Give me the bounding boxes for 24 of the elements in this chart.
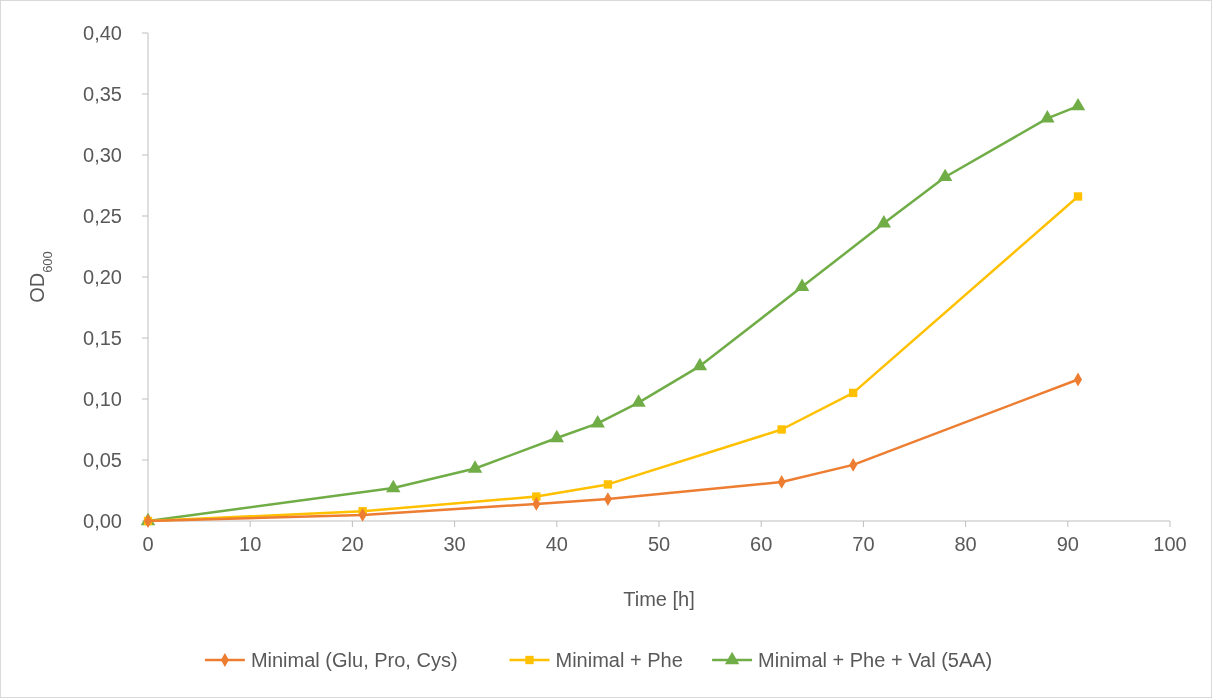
legend-label: Minimal + Phe + Val (5AA) (758, 649, 993, 671)
x-tick-label: 100 (1153, 533, 1187, 555)
x-tick-label: 80 (954, 533, 977, 555)
y-tick-label: 0,05 (83, 449, 122, 471)
y-tick-label: 0,20 (83, 266, 122, 288)
y-tick-label: 0,15 (83, 327, 122, 349)
x-tick-label: 70 (852, 533, 875, 555)
x-tick-label: 0 (142, 533, 154, 555)
x-tick-label: 30 (443, 533, 466, 555)
x-tick-label: 50 (647, 533, 671, 555)
y-tick-label: 0,00 (83, 510, 122, 532)
y-tick-label: 0,35 (83, 83, 122, 105)
x-tick-label: 20 (341, 533, 364, 555)
x-tick-label: 60 (750, 533, 773, 555)
legend-label: Minimal (Glu, Pro, Cys) (250, 649, 458, 671)
x-tick-label: 90 (1056, 533, 1079, 555)
y-tick-label: 0,25 (83, 205, 122, 227)
x-axis-title: Time [h] (623, 588, 695, 610)
y-tick-label: 0,40 (83, 22, 122, 44)
legend-label: Minimal + Phe (555, 649, 683, 671)
x-tick-label: 10 (239, 533, 262, 555)
x-tick-label: 40 (545, 533, 568, 555)
y-tick-label: 0,10 (83, 388, 122, 410)
y-tick-label: 0,30 (83, 144, 122, 166)
